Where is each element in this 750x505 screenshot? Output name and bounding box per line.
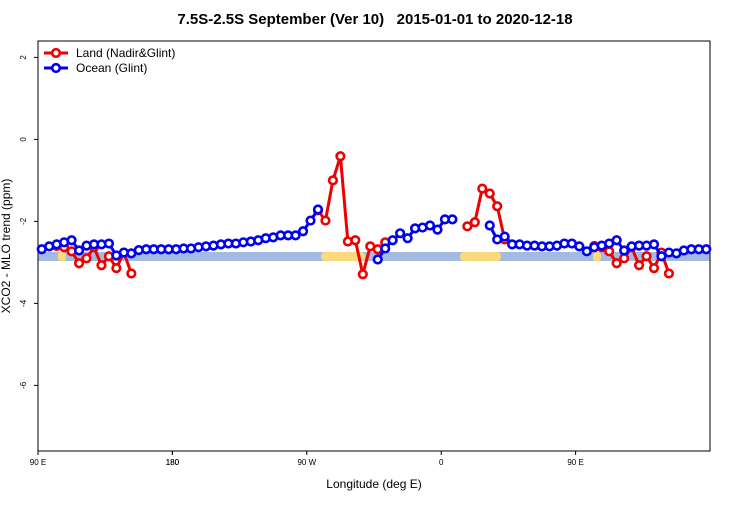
point: [499, 231, 510, 242]
point: [633, 260, 645, 271]
y-tick-label: 2: [19, 55, 28, 60]
point: [380, 243, 391, 254]
x-tick-label: 90 E: [567, 458, 583, 467]
point: [73, 245, 85, 256]
land-band: [321, 252, 365, 261]
point: [447, 214, 458, 225]
y-tick-label: -2: [19, 217, 28, 225]
point: [387, 235, 398, 246]
point: [701, 244, 712, 255]
legend-label: Ocean (Glint): [76, 61, 147, 75]
point: [126, 268, 137, 279]
point: [73, 258, 85, 269]
point: [335, 151, 346, 162]
point: [320, 215, 331, 226]
point: [648, 239, 660, 250]
y-tick-label: -6: [19, 381, 28, 389]
point: [604, 246, 615, 257]
x-tick-label: 180: [166, 458, 180, 467]
y-axis-label: XCO2 - MLO trend (ppm): [0, 179, 13, 314]
point: [290, 230, 301, 241]
point: [469, 217, 480, 228]
land-band: [58, 252, 66, 261]
land-band: [593, 252, 601, 261]
point: [372, 254, 383, 265]
point: [297, 226, 309, 237]
point: [81, 253, 92, 264]
point: [574, 241, 585, 252]
point: [648, 263, 660, 274]
point: [619, 253, 630, 264]
legend-label: Land (Nadir&Glint): [76, 46, 175, 60]
point: [611, 258, 622, 269]
point: [477, 183, 488, 194]
point: [656, 251, 667, 262]
point: [492, 201, 503, 212]
point: [312, 204, 324, 215]
point: [611, 235, 622, 246]
point: [402, 233, 413, 244]
point: [424, 220, 436, 231]
point: [462, 221, 473, 232]
point: [66, 235, 77, 246]
point: [357, 269, 368, 280]
x-axis-label: Longitude (deg E): [326, 477, 421, 491]
point: [395, 228, 406, 239]
point: [103, 238, 115, 249]
point: [111, 263, 122, 274]
y-tick-label: -4: [19, 299, 28, 307]
point: [484, 220, 495, 231]
y-tick-label: 0: [19, 137, 28, 142]
point: [327, 175, 339, 186]
x-tick-label: 180: [166, 458, 180, 467]
x-tick-label: 0: [439, 458, 444, 467]
point: [619, 245, 630, 256]
point: [484, 188, 495, 199]
point: [663, 268, 675, 279]
x-tick-label: 90 E: [30, 458, 46, 467]
point: [432, 224, 443, 235]
legend-marker: [50, 47, 62, 59]
land-band: [460, 252, 501, 261]
point: [350, 235, 361, 246]
point: [641, 251, 652, 262]
chart-title: 7.5S-2.5S September (Ver 10) 2015-01-01 …: [177, 11, 572, 28]
legend-marker: [50, 62, 62, 74]
point: [305, 215, 316, 226]
point: [96, 260, 107, 271]
x-tick-label: 90 W: [297, 458, 316, 467]
point: [581, 246, 592, 257]
